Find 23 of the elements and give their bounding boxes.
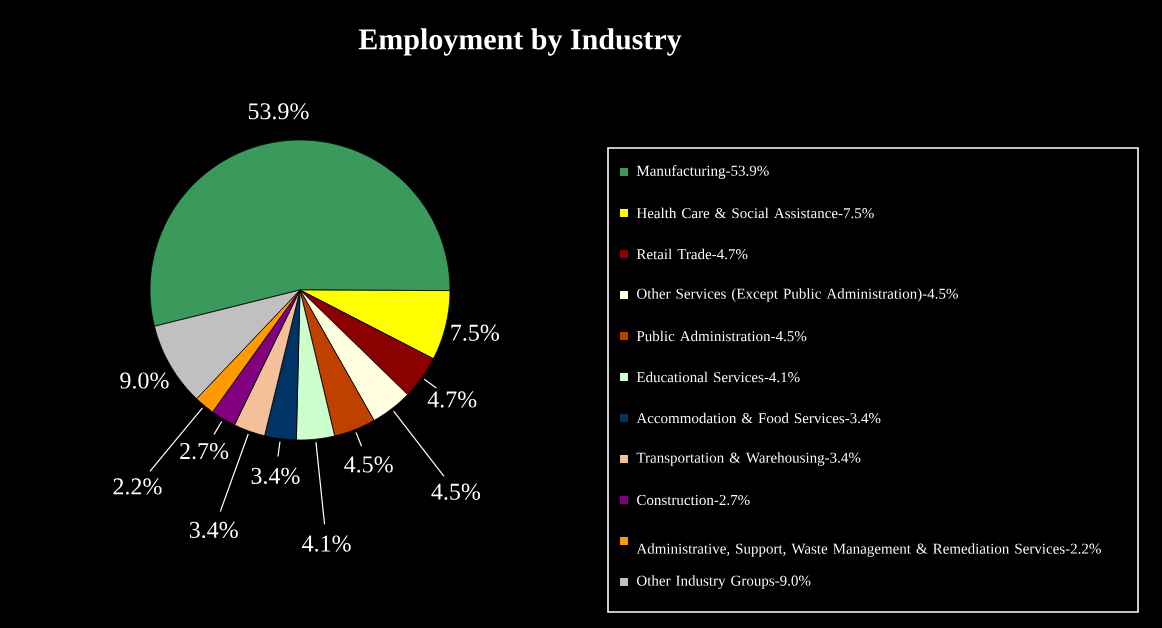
data-label: 9.0% xyxy=(120,372,169,389)
data-label: 4.5% xyxy=(431,483,481,500)
data-label: 3.4% xyxy=(251,467,300,485)
data-label: 3.4% xyxy=(189,521,238,539)
data-label: 2.7% xyxy=(180,442,229,460)
legend-label: Transportation & Warehousing-3.4% xyxy=(636,452,861,466)
legend-label: Other Services (Except Public Administration)-4.5% xyxy=(637,288,958,302)
legend-label: Educational Services-4.1% xyxy=(636,371,800,383)
data-label: 7.5% xyxy=(451,324,500,341)
legend-label: Accommodation & Food Services-3.4% xyxy=(636,412,881,424)
legend-label: Construction-2.7% xyxy=(637,494,750,506)
data-label: 2.2% xyxy=(113,478,162,495)
legend-label: Other Industry Groups-9.0% xyxy=(637,575,811,589)
chart-title: Employment by Industry xyxy=(358,28,682,56)
legend-label: Public Administration-4.5% xyxy=(636,330,807,342)
data-label: 53.9% xyxy=(248,103,309,120)
data-label: 4.1% xyxy=(302,535,351,552)
data-label: 4.7% xyxy=(427,391,477,408)
data-label: 4.5% xyxy=(344,456,393,473)
legend-label: Administrative, Support, Waste Management & Remediation Services-2.2% xyxy=(636,543,1101,557)
legend-label: Manufacturing-53.9% xyxy=(636,165,769,179)
legend-label: Retail Trade-4.7% xyxy=(636,248,748,260)
legend-label: Health Care & Social Assistance-7.5% xyxy=(636,207,874,219)
